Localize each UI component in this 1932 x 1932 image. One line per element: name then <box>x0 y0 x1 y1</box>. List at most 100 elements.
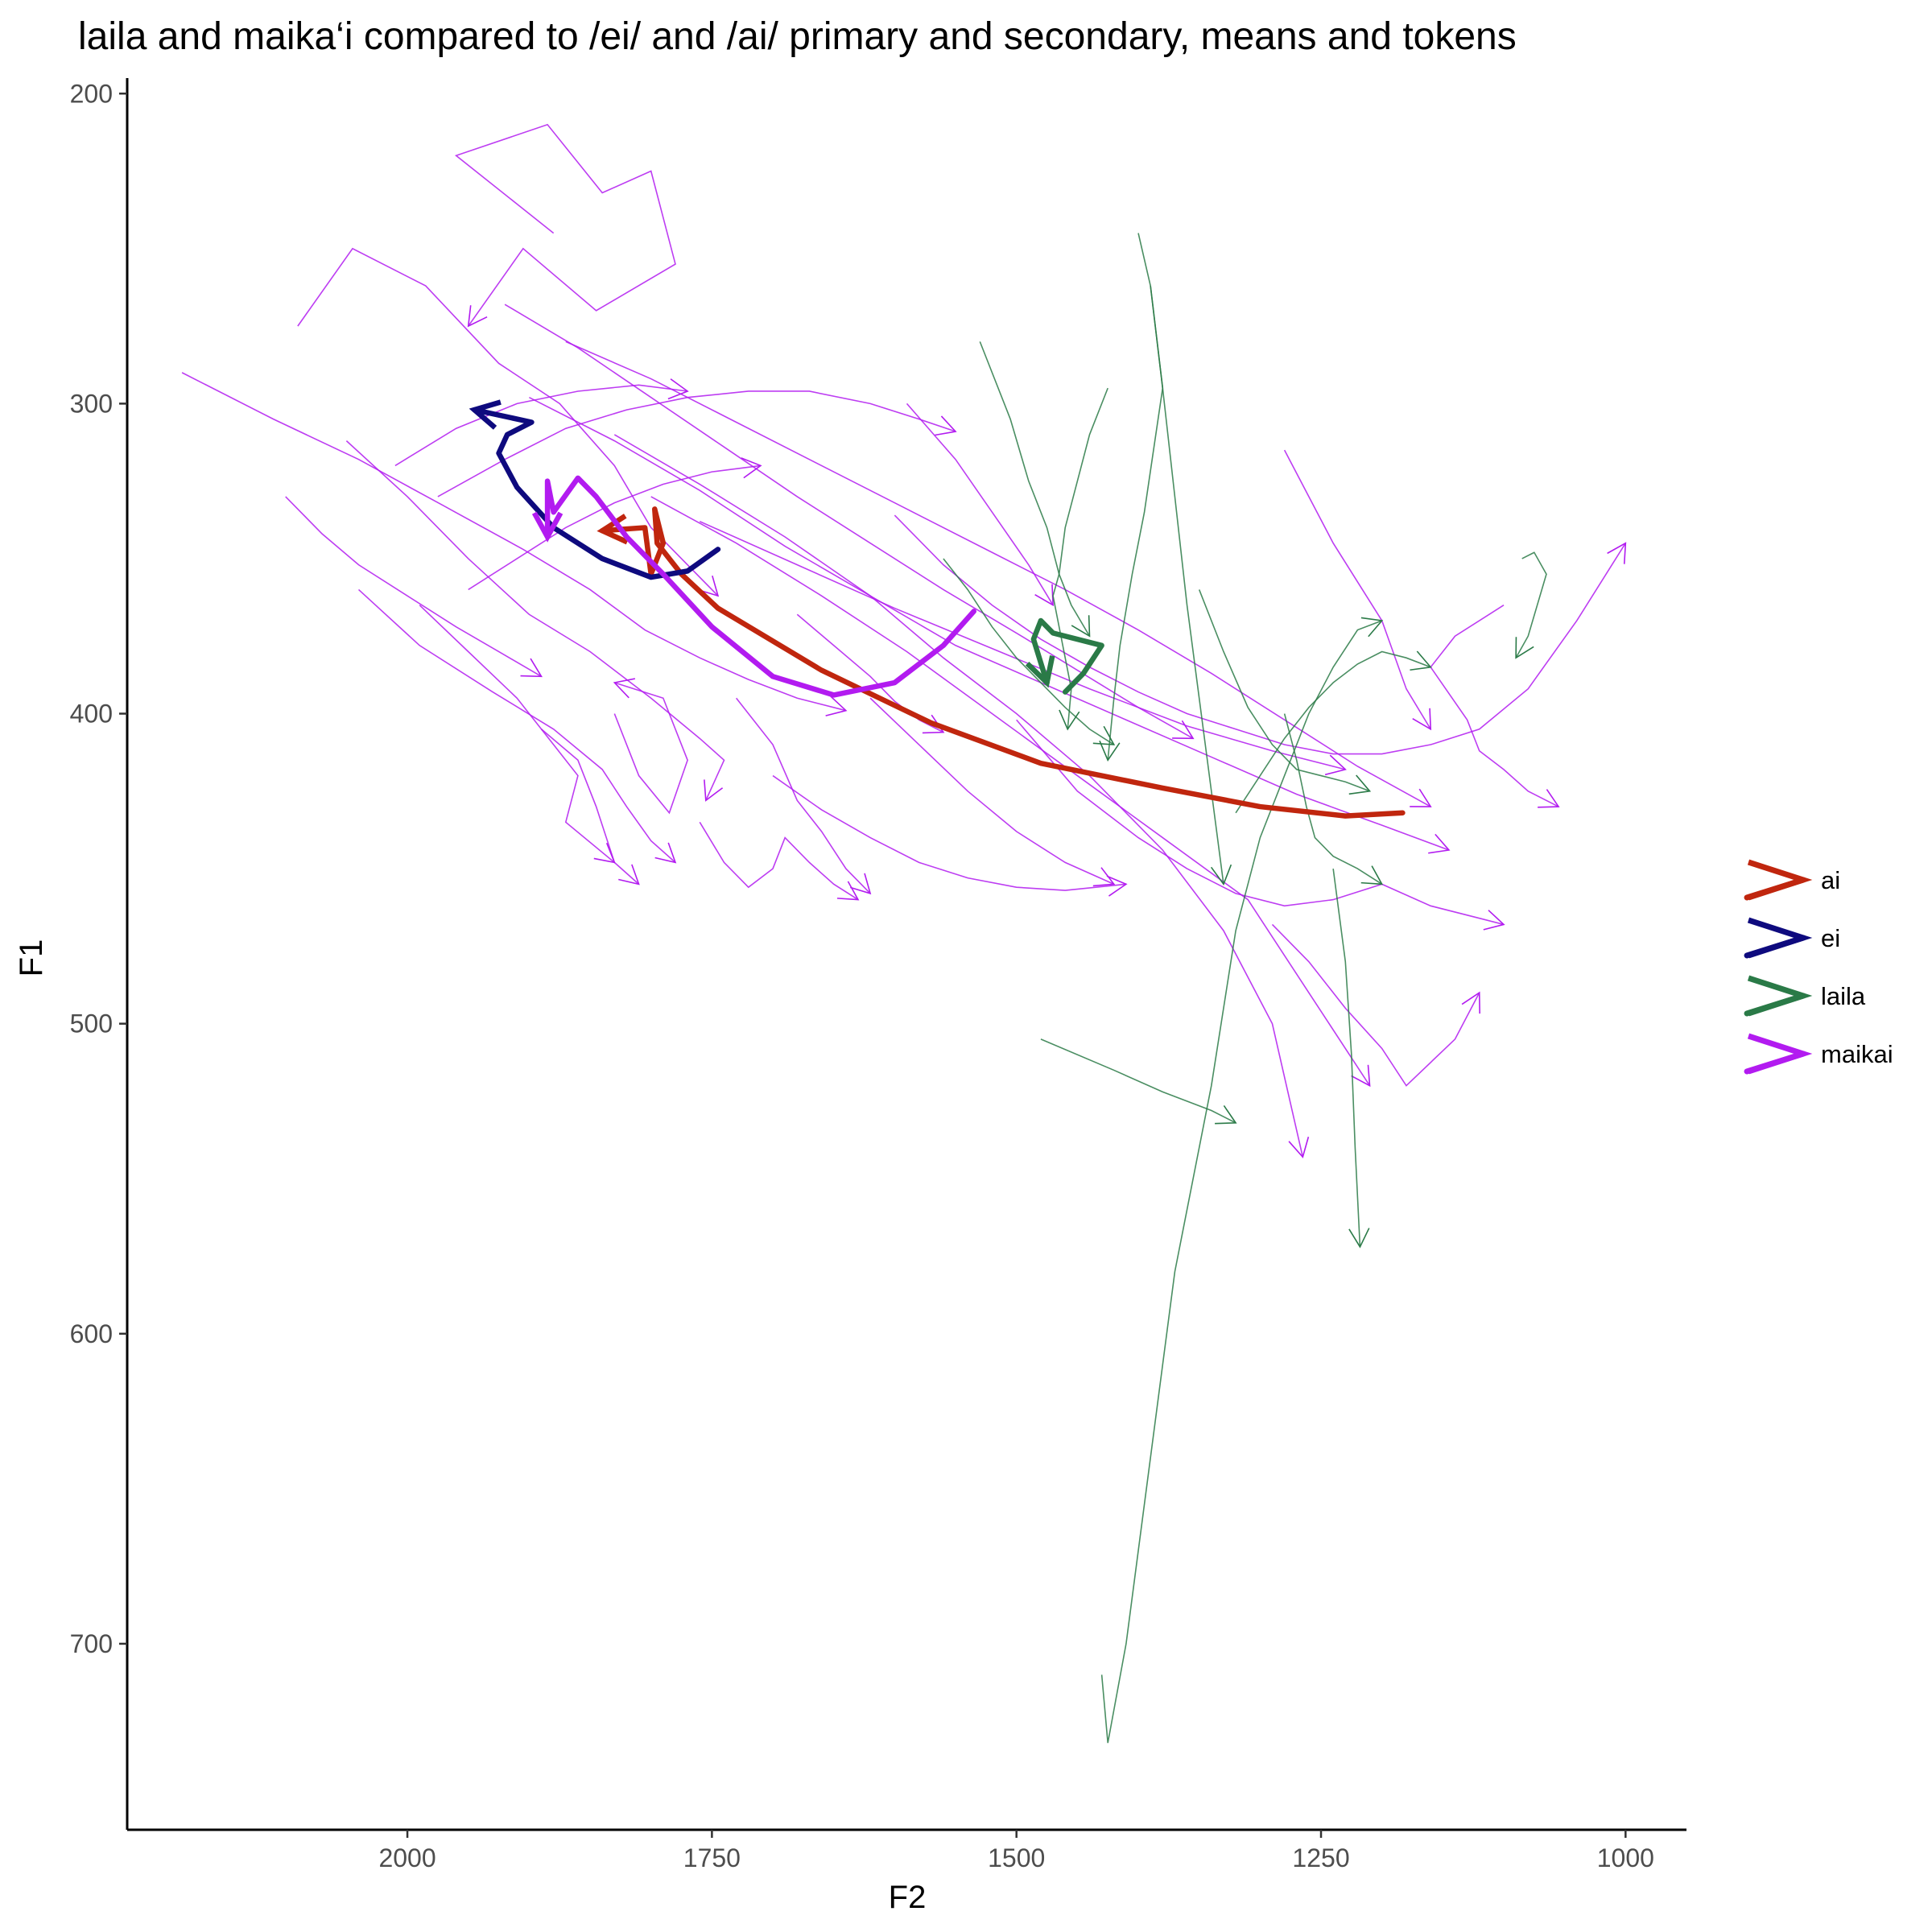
legend-label-ei: ei <box>1821 924 1840 952</box>
token-line-maikai <box>894 514 1627 755</box>
legend-key-arrow <box>1747 859 1813 901</box>
mean-arrowhead-laila <box>1025 655 1055 688</box>
token-arrowhead-maikai <box>1288 1137 1310 1158</box>
token-arrowhead-maikai <box>1034 584 1054 607</box>
token-arrowhead-maikai <box>654 842 677 864</box>
token-line-laila <box>1332 868 1361 1247</box>
token-line-maikai <box>613 682 688 815</box>
token-arrowhead-laila <box>1348 774 1372 795</box>
token-line-maikai <box>357 588 676 863</box>
x-tick-label: 1250 <box>1292 1843 1349 1872</box>
token-arrowhead-laila <box>1210 864 1232 886</box>
token-arrowhead-laila <box>1515 637 1534 659</box>
token-arrowhead-laila <box>1360 865 1384 886</box>
token-line-laila <box>979 341 1091 637</box>
token-line-maikai <box>565 341 1431 807</box>
token-line-maikai <box>1271 923 1480 1087</box>
token-line-maikai <box>540 729 640 885</box>
legend-key-ai <box>1744 859 1813 901</box>
token-arrowhead-maikai <box>935 415 957 436</box>
token-line-maikai <box>504 303 1194 740</box>
token-line-maikai <box>772 774 1126 891</box>
token-lines <box>181 123 1627 1744</box>
y-axis-title: F1 <box>14 939 49 977</box>
token-arrowhead-maikai <box>1172 720 1195 740</box>
x-axis-title: F2 <box>889 1880 927 1915</box>
mean-line-ei <box>472 407 721 580</box>
token-line-maikai <box>297 247 719 597</box>
x-tick-label: 1000 <box>1597 1843 1654 1872</box>
x-tick-label: 1750 <box>683 1843 741 1872</box>
token-arrowhead-laila <box>1360 617 1384 638</box>
token-line-maikai <box>419 605 615 864</box>
token-line-maikai <box>699 521 1346 770</box>
token-arrowhead-maikai <box>1092 867 1116 887</box>
mean-arrowhead-ei <box>469 399 502 430</box>
legend-key-arrow <box>1747 917 1813 959</box>
token-arrowhead-laila <box>1348 1228 1370 1249</box>
token-arrowhead-maikai <box>613 678 635 699</box>
token-line-maikai <box>1016 719 1505 926</box>
y-tick-label: 200 <box>70 79 113 108</box>
token-line-laila <box>1198 589 1370 792</box>
token-arrowhead-maikai <box>520 658 543 678</box>
legend-label-laila: laila <box>1821 982 1866 1010</box>
token-line-maikai <box>1430 605 1559 807</box>
legend-key-laila <box>1744 975 1813 1017</box>
mean-line-maikai <box>544 475 976 698</box>
legend-key-maikai <box>1744 1033 1813 1075</box>
token-line-maikai <box>869 697 1115 886</box>
token-line-maikai <box>394 384 688 467</box>
token-line-laila <box>1235 650 1431 814</box>
token-arrowhead-maikai <box>1428 833 1451 854</box>
token-line-maikai <box>796 613 944 733</box>
token-arrowhead-maikai <box>849 873 872 895</box>
token-line-maikai <box>345 440 725 801</box>
token-line-maikai <box>285 496 542 677</box>
token-arrowhead-maikai <box>836 881 860 901</box>
token-line-laila <box>1107 233 1164 761</box>
token-line-maikai <box>736 697 871 894</box>
token-arrowhead-maikai <box>1461 991 1480 1014</box>
mean-line-ai <box>599 506 1406 819</box>
token-arrowhead-maikai <box>697 575 720 597</box>
token-arrowhead-maikai <box>1538 789 1560 808</box>
y-ticks: 200 300 400 500 600 700 <box>70 79 127 1658</box>
y-tick-label: 300 <box>70 389 113 418</box>
token-arrowhead-laila <box>1410 650 1432 671</box>
mean-line-laila <box>1030 617 1104 695</box>
token-arrowhead-maikai <box>667 378 689 400</box>
token-arrowhead-maikai <box>1410 788 1432 807</box>
legend: ai ei laila maikai <box>1744 859 1893 1075</box>
token-line-laila <box>1515 551 1547 658</box>
token-arrowhead-maikai <box>704 779 724 802</box>
token-arrowhead-maikai <box>1483 910 1505 931</box>
x-tick-label: 1500 <box>988 1843 1045 1872</box>
token-arrowhead-maikai <box>618 864 640 886</box>
y-tick-label: 500 <box>70 1009 113 1038</box>
token-arrowhead-laila <box>1215 1104 1237 1125</box>
token-arrowhead-laila <box>1059 709 1080 731</box>
token-arrowhead-maikai <box>922 714 945 734</box>
x-ticks: 2000 1750 1500 1250 1000 <box>378 1830 1654 1872</box>
token-line-maikai <box>650 496 1371 1087</box>
token-line-laila <box>1100 620 1382 1744</box>
mean-arrowhead-maikai <box>531 511 564 543</box>
token-line-maikai <box>699 821 859 901</box>
legend-key-ei <box>1744 917 1813 959</box>
token-arrowhead-maikai <box>467 305 488 328</box>
token-line-maikai <box>906 402 1054 606</box>
token-arrowhead-maikai <box>1106 875 1128 897</box>
token-arrowhead-maikai <box>741 457 762 479</box>
plot-area <box>181 123 1627 1744</box>
token-arrowhead-maikai <box>825 696 848 716</box>
legend-key-arrow <box>1747 1033 1813 1075</box>
token-arrowhead-laila <box>1092 725 1116 745</box>
token-line-maikai <box>529 396 1450 851</box>
token-line-maikai <box>181 372 847 712</box>
chart-title: laila and maika‘i compared to /ei/ and /… <box>78 15 1517 58</box>
token-arrowhead-laila <box>1099 741 1121 762</box>
mean-lines <box>469 399 1406 819</box>
token-line-laila <box>1283 713 1383 886</box>
